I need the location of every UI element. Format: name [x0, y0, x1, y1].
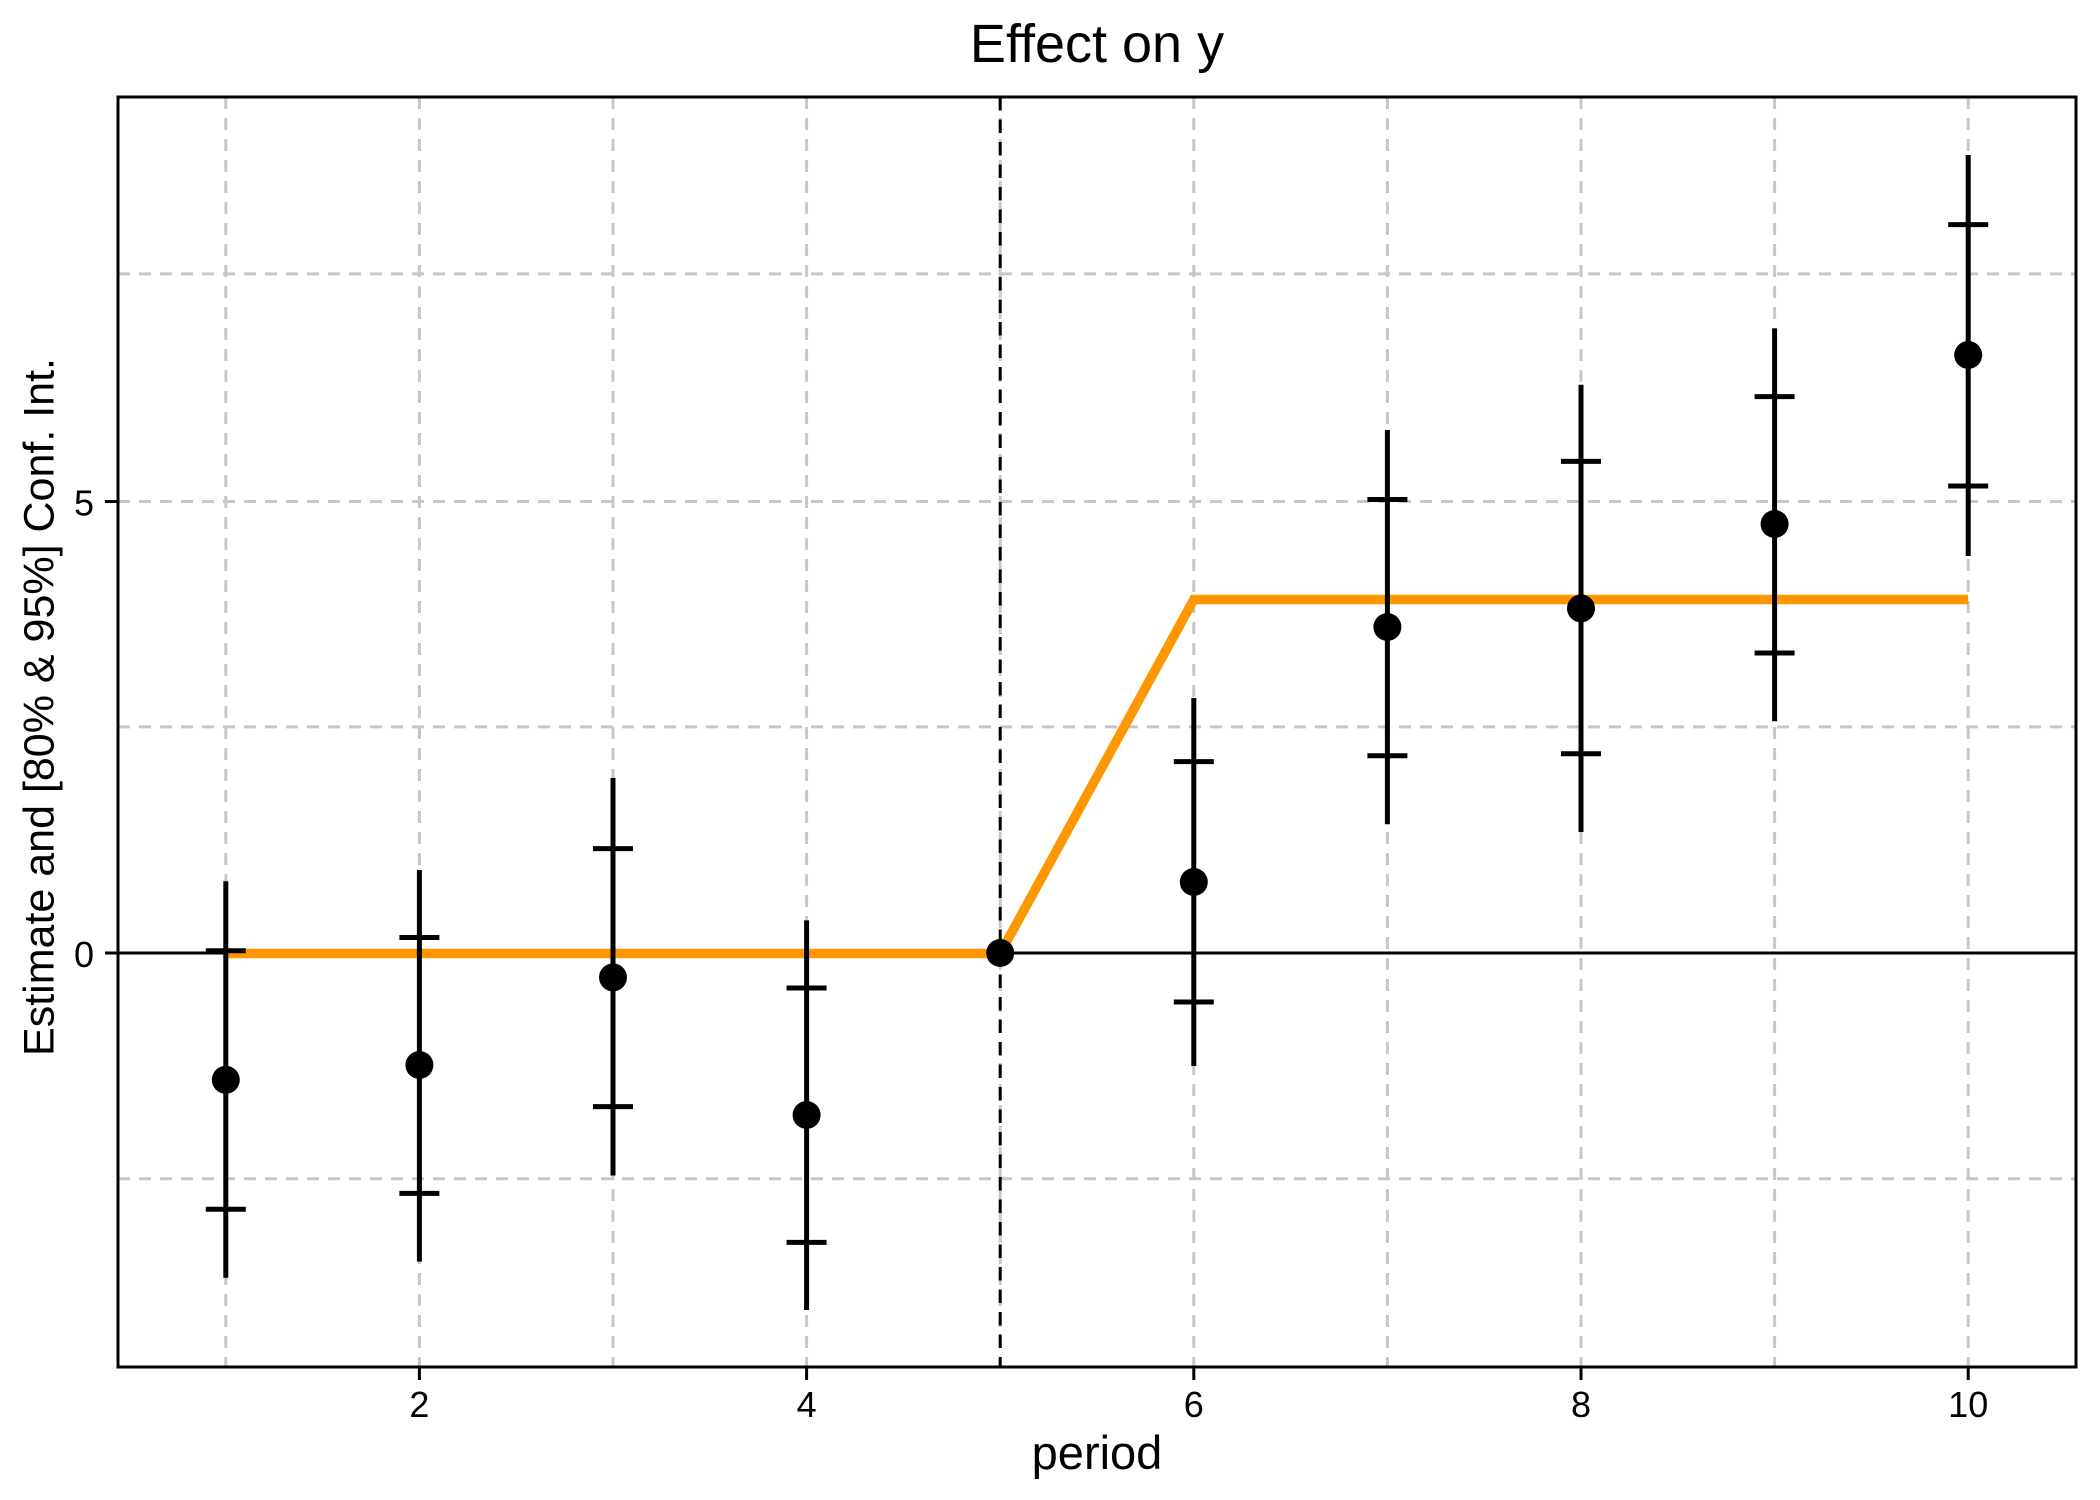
svg-text:4: 4 [797, 1384, 817, 1425]
svg-text:0: 0 [74, 934, 94, 975]
svg-text:8: 8 [1571, 1384, 1591, 1425]
svg-text:Estimate and [80% & 95%] Conf.: Estimate and [80% & 95%] Conf. Int. [16, 358, 64, 1056]
svg-text:Effect on y: Effect on y [970, 14, 1224, 74]
svg-text:2: 2 [409, 1384, 429, 1425]
svg-text:5: 5 [74, 482, 94, 523]
svg-text:period: period [1032, 1426, 1163, 1479]
svg-text:10: 10 [1948, 1384, 1988, 1425]
svg-text:6: 6 [1184, 1384, 1204, 1425]
